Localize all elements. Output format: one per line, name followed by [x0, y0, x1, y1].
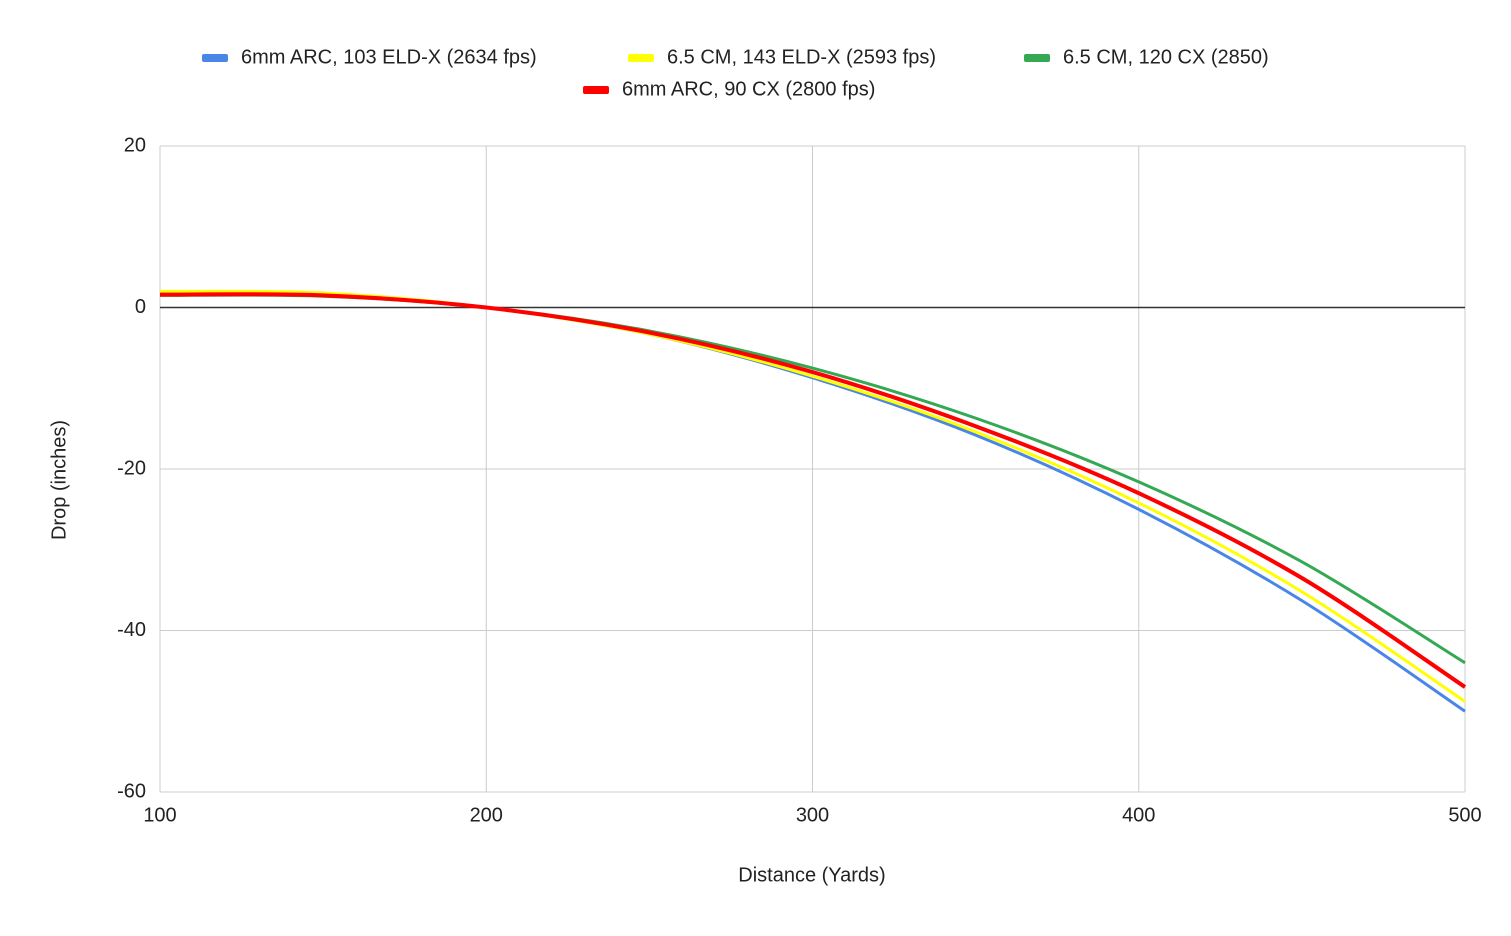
y-axis-title: Drop (inches)	[48, 420, 70, 540]
legend-label: 6mm ARC, 103 ELD-X (2634 fps)	[241, 46, 537, 68]
x-tick-label: 500	[1448, 804, 1481, 826]
y-tick-label: -20	[117, 457, 146, 479]
legend-label: 6.5 CM, 120 CX (2850)	[1063, 46, 1269, 68]
legend-swatch	[202, 54, 228, 62]
x-tick-label: 400	[1122, 804, 1155, 826]
x-tick-label: 300	[796, 804, 829, 826]
series-line	[159, 292, 1467, 689]
x-tick-label: 100	[143, 804, 176, 826]
legend-swatch	[1024, 54, 1050, 62]
y-tick-label: -40	[117, 619, 146, 641]
legend-swatch	[583, 86, 609, 94]
y-tick-label: 20	[124, 134, 146, 156]
x-axis-title: Distance (Yards)	[738, 864, 885, 886]
legend-label: 6.5 CM, 143 ELD-X (2593 fps)	[667, 46, 936, 68]
legend-label: 6mm ARC, 90 CX (2800 fps)	[622, 78, 875, 100]
legend-swatch	[628, 54, 654, 62]
y-tick-label: 0	[135, 296, 146, 318]
y-tick-label: -60	[117, 780, 146, 802]
x-tick-label: 200	[470, 804, 503, 826]
